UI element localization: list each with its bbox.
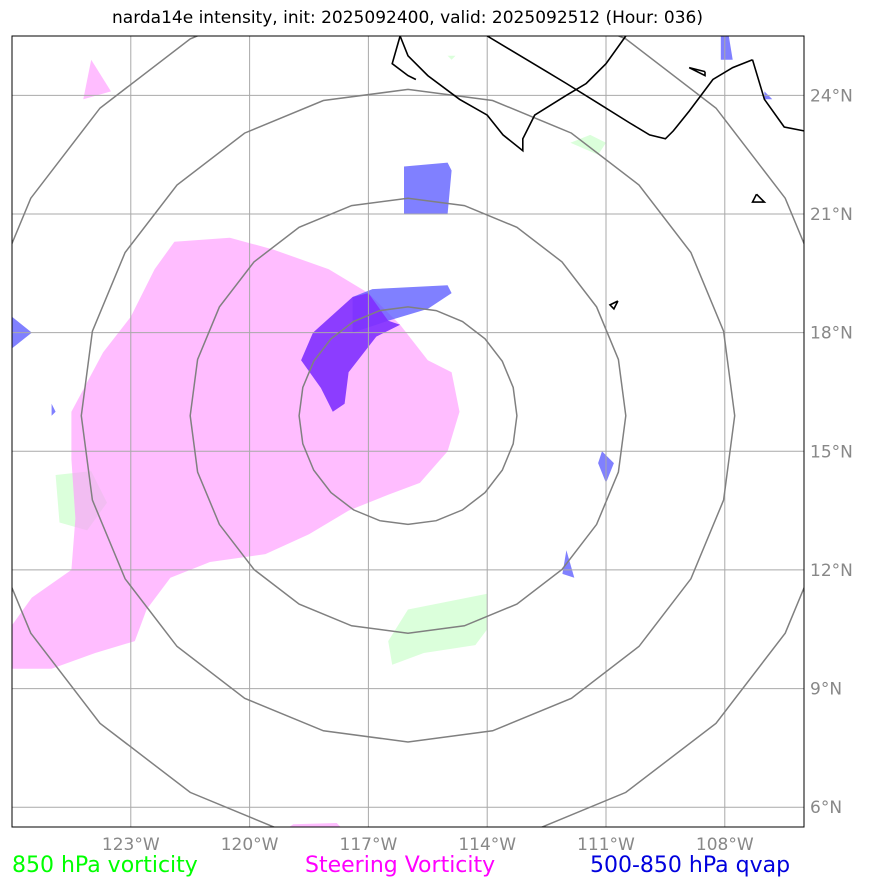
coastline (751, 59, 804, 132)
latitude-tick-label: 18°N (810, 324, 853, 344)
legend-steering-vorticity: Steering Vorticity (305, 853, 496, 878)
steering-vorticity-region (289, 823, 341, 827)
longitude-tick-label: 123°W (102, 835, 160, 855)
latitude-labels: 6°N 9°N 12°N 15°N 18°N 21°N 24°N (810, 86, 853, 818)
coastline (688, 66, 706, 77)
coastlines (391, 36, 804, 311)
latitude-tick-label: 9°N (810, 680, 842, 700)
latitude-tick-label: 21°N (810, 205, 853, 225)
coastline (751, 193, 767, 203)
map-title: narda14e intensity, init: 2025092400, va… (112, 8, 703, 28)
gridlines (12, 36, 804, 827)
latitude-tick-label: 15°N (810, 442, 853, 462)
overlap-layer (301, 293, 401, 412)
vorticity-850-region (447, 55, 456, 60)
coastline (399, 36, 627, 153)
qvap-region (404, 162, 452, 214)
longitude-tick-label: 111°W (577, 835, 635, 855)
qvap-steering-overlap-region (301, 293, 401, 412)
longitude-tick-label: 114°W (458, 835, 516, 855)
qvap-region (562, 550, 575, 578)
coastline (608, 300, 619, 311)
map-frame (11, 35, 805, 828)
range-ring (80, 88, 736, 743)
legend-qvap: 500-850 hPa qvap (590, 853, 791, 878)
range-rings (12, 36, 804, 827)
steering-vorticity-region (83, 59, 111, 100)
latitude-tick-label: 12°N (810, 561, 853, 581)
longitude-tick-label: 108°W (696, 835, 754, 855)
coastline (391, 36, 417, 81)
latitude-tick-label: 6°N (810, 798, 842, 818)
coastline (486, 36, 753, 140)
range-ring (12, 36, 804, 827)
longitude-tick-label: 120°W (221, 835, 279, 855)
range-ring (189, 197, 627, 634)
legend-vorticity-850: 850 hPa vorticity (12, 853, 198, 878)
longitude-tick-label: 117°W (340, 835, 398, 855)
range-ring (298, 306, 518, 526)
longitude-labels: 123°W 120°W 117°W 114°W 111°W 108°W (102, 835, 754, 855)
qvap-region (51, 403, 56, 416)
latitude-tick-label: 24°N (810, 86, 853, 106)
qvap-region (720, 36, 733, 60)
